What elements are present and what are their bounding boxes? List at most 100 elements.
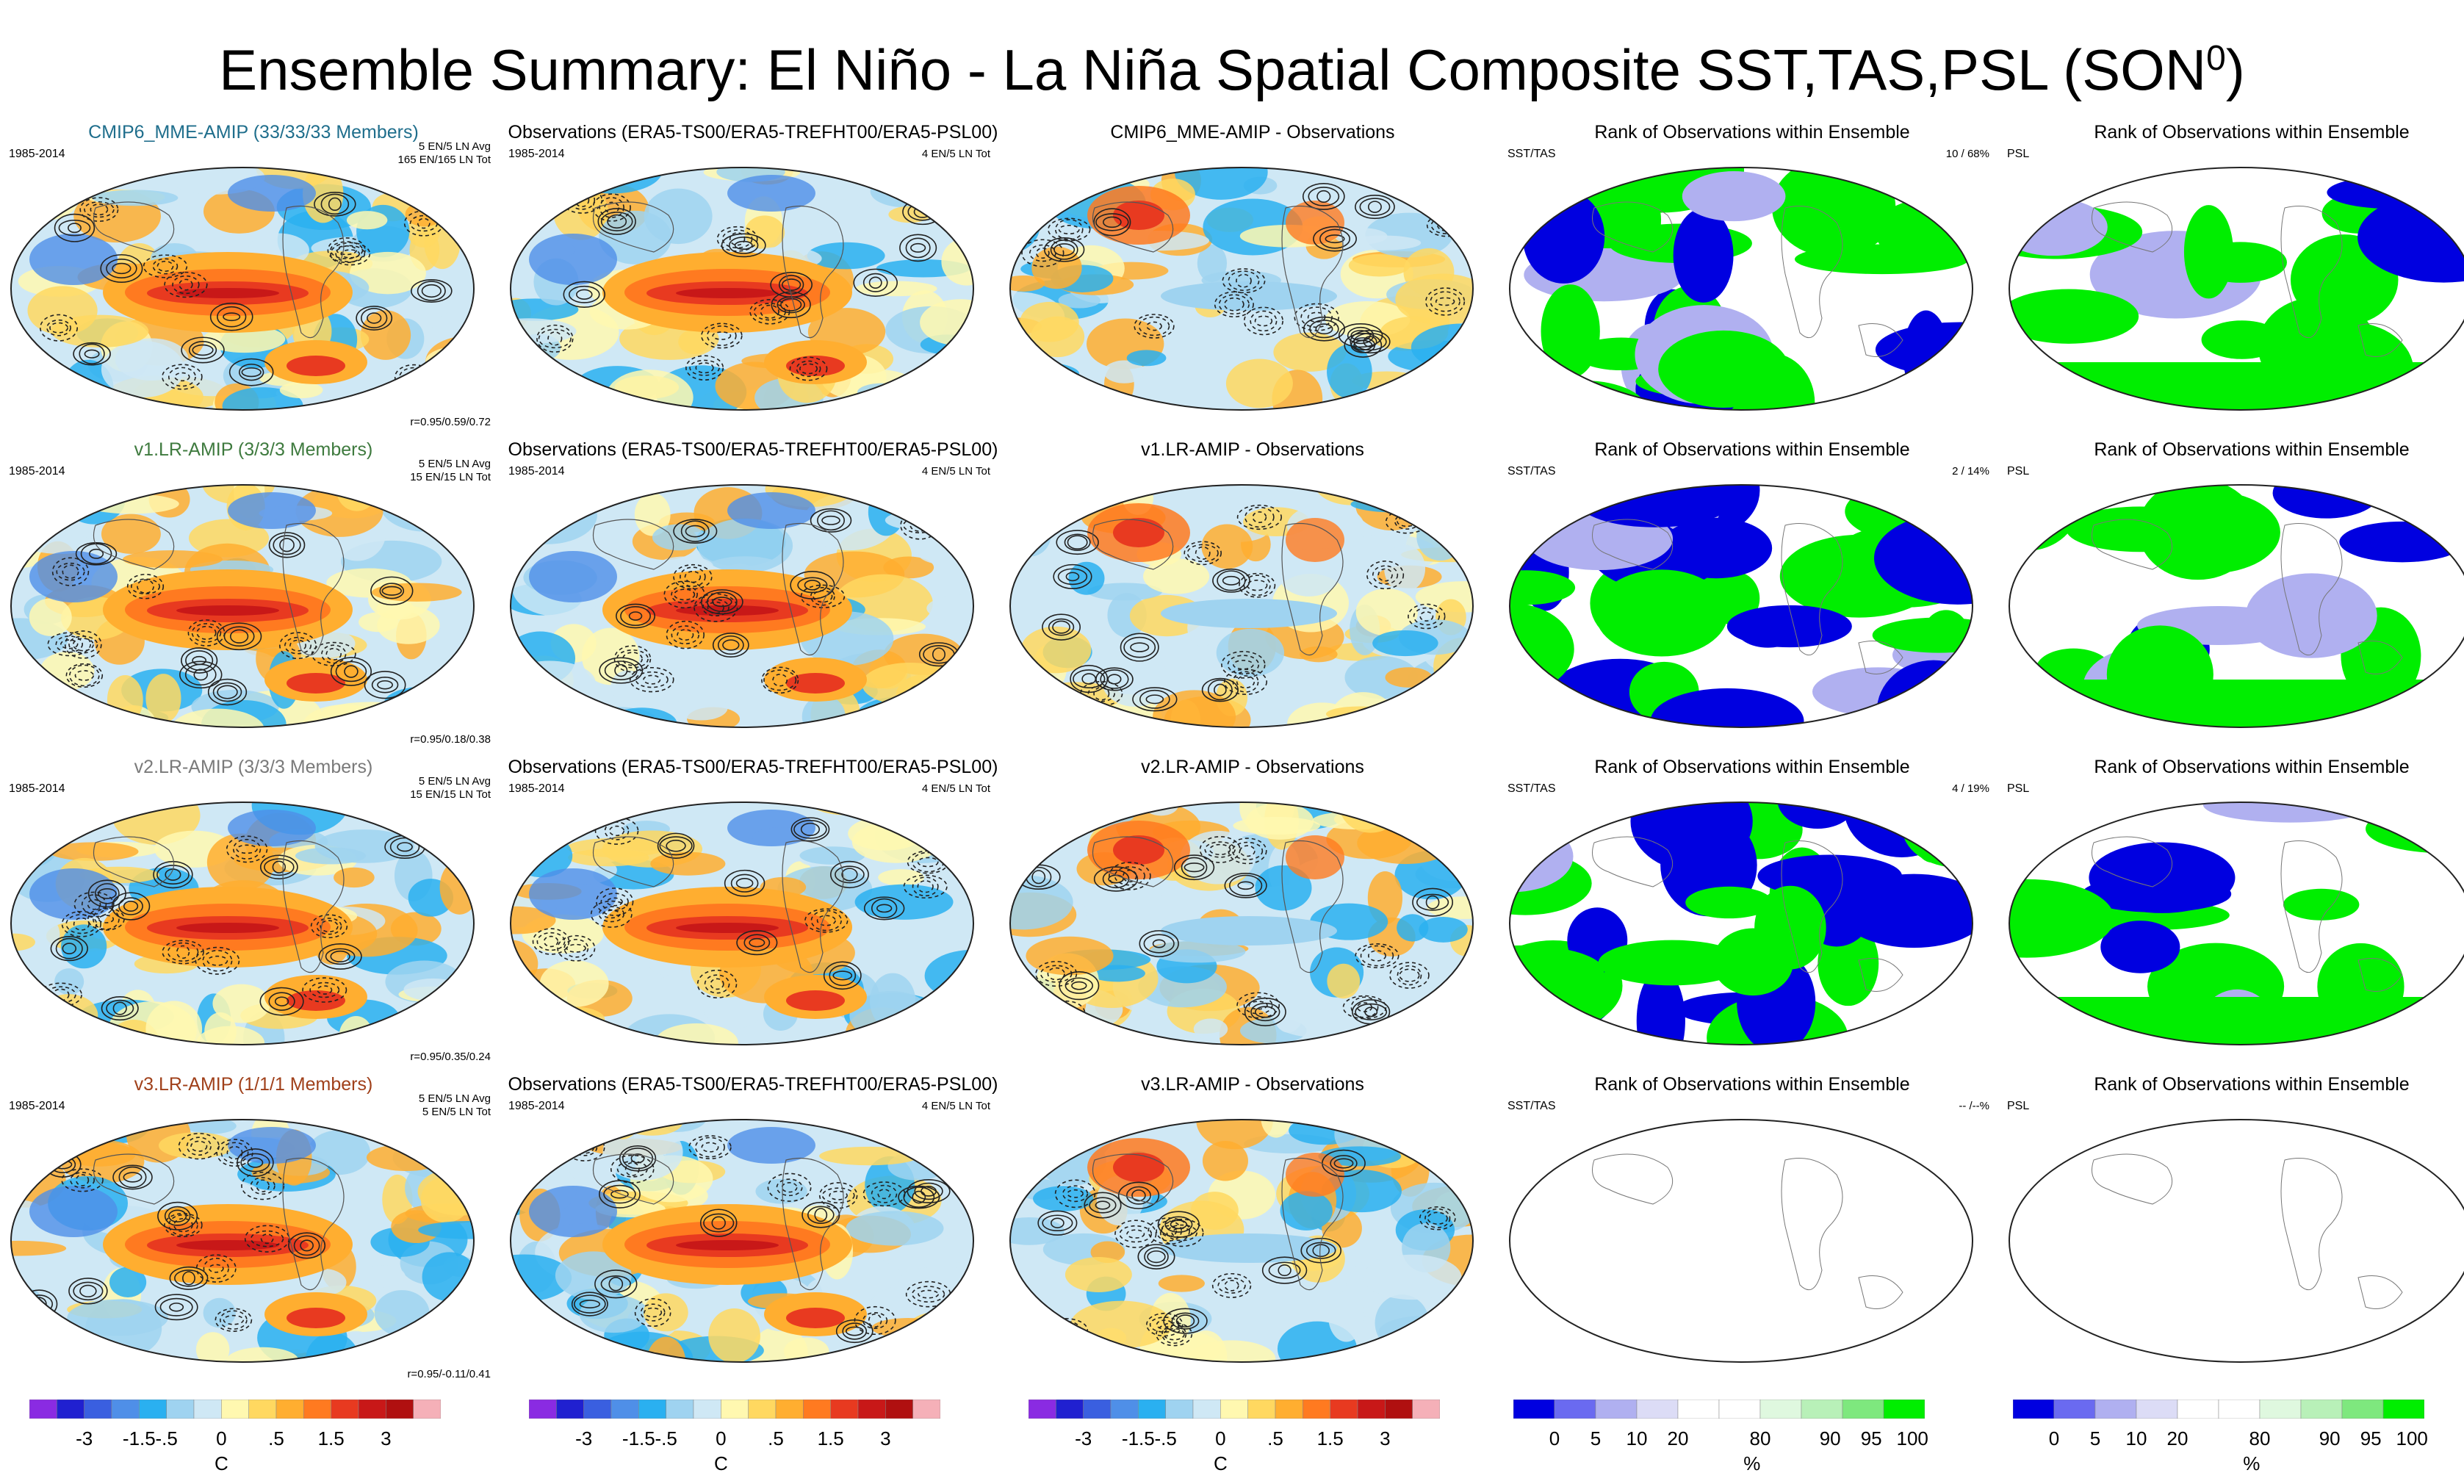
colorbar-swatch: [303, 1400, 331, 1419]
colorbar-swatch: [1385, 1400, 1413, 1419]
colorbar-swatch: [2013, 1400, 2055, 1419]
composite-map: [1009, 167, 1474, 411]
years-label: 1985-2014: [508, 1100, 565, 1112]
composite-map: [10, 167, 475, 411]
colorbar-swatch: [111, 1400, 140, 1419]
panel-model-row4: v3.LR-AMIP (1/1/1 Members) 1985-2014 5 EN/…: [0, 1073, 507, 1389]
variable-label: SST/TAS: [1507, 465, 1556, 478]
total-label: 165 EN/165 LN Tot: [397, 154, 491, 166]
colorbar-swatch: [1412, 1400, 1440, 1419]
colorbar-tick-label: 10: [1626, 1427, 1648, 1449]
panel-rank2-row4: Rank of Observations within EnsemblePSL-…: [1998, 1073, 2464, 1389]
panel-title: v3.LR-AMIP - Observations: [1141, 1074, 1364, 1095]
colorbar-swatch: [1083, 1400, 1112, 1419]
total-label: 5 EN/5 LN Tot: [422, 1106, 491, 1118]
colorbar-swatch: [57, 1400, 84, 1419]
colorbar-tick-label: 0: [716, 1427, 727, 1449]
colorbar-tick-label: 20: [1667, 1427, 1689, 1449]
colorbar-tick-label: 95: [2360, 1427, 2382, 1449]
colorbar-tick-label: 0: [1549, 1427, 1560, 1449]
temp-colorbar-3: -3 -1.5 -.5 0 .5 1.5 3 C: [1029, 1400, 1447, 1480]
colorbar-tick-label: 0: [216, 1427, 227, 1449]
panel-rank2-row2: Rank of Observations within EnsemblePSL8…: [1998, 439, 2464, 754]
panel-rank2-row1: Rank of Observations within EnsemblePSL6…: [1998, 121, 2464, 437]
colorbar-swatch: [29, 1400, 57, 1419]
colorbar-swatch: [830, 1400, 859, 1419]
colorbar-tick-label: 100: [2396, 1427, 2428, 1449]
colorbar-swatch: [1110, 1400, 1139, 1419]
colorbar-swatch: [748, 1400, 777, 1419]
colorbar-swatch: [583, 1400, 612, 1419]
colorbar-swatch: [2300, 1400, 2343, 1419]
colorbar-swatch: [1275, 1400, 1303, 1419]
colorbar-swatch: [638, 1400, 666, 1419]
total-label: 4 EN/5 LN Tot: [921, 782, 990, 795]
panel-title: v2.LR-AMIP (3/3/3 Members): [134, 757, 373, 777]
colorbar-tick-label: 1.5: [317, 1427, 345, 1449]
rank-map: [2009, 167, 2464, 411]
panel-title: v1.LR-AMIP - Observations: [1141, 439, 1364, 460]
panel-model-row2: v1.LR-AMIP (3/3/3 Members) 1985-2014 5 EN/…: [0, 439, 507, 754]
colorbar-tick-label: 0: [2048, 1427, 2060, 1449]
rank-value: 10 / 68%: [1945, 148, 1989, 160]
colorbar-swatch: [248, 1400, 277, 1419]
panel-title: Rank of Observations within Ensemble: [2094, 122, 2410, 143]
panel-obs-row2: Observations (ERA5-TS00/ERA5-TREFHT00/ER…: [500, 439, 1006, 754]
rank-map: [1509, 484, 1973, 728]
panel-diff-row2: v1.LR-AMIP - Observations: [999, 439, 1506, 754]
rank-value: -- /--%: [1959, 1100, 1989, 1112]
colorbar-swatch: [1357, 1400, 1386, 1419]
colorbar-swatch: [84, 1400, 112, 1419]
colorbar-swatch: [1192, 1400, 1221, 1419]
rank-map: [1509, 167, 1973, 411]
colorbar-tick-label: -3: [1075, 1427, 1092, 1449]
colorbar-swatch: [912, 1400, 940, 1419]
years-label: 1985-2014: [9, 148, 65, 160]
colorbar-swatch: [413, 1400, 441, 1419]
colorbar-tick-label: 0: [1215, 1427, 1226, 1449]
colorbar-swatch: [1595, 1400, 1638, 1419]
panel-rank1-row3: Rank of Observations within Ensemble SST/…: [1499, 756, 2006, 1072]
panel-rank1-row4: Rank of Observations within Ensemble SST/…: [1499, 1073, 2006, 1389]
panel-obs-row4: Observations (ERA5-TS00/ERA5-TREFHT00/ER…: [500, 1073, 1006, 1389]
colorbar-tick-label: -1.5: [622, 1427, 655, 1449]
colorbar-unit: C: [713, 1452, 728, 1474]
panel-diff-row1: CMIP6_MME-AMIP - Observations: [999, 121, 1506, 437]
colorbar-swatch: [1330, 1400, 1358, 1419]
colorbar-swatch: [1513, 1400, 1555, 1419]
colorbar-swatch: [1883, 1400, 1925, 1419]
years-label: 1985-2014: [508, 148, 565, 160]
panel-diff-row3: v2.LR-AMIP - Observations: [999, 756, 1506, 1072]
colorbar-swatch: [386, 1400, 414, 1419]
colorbar-tick-label: -.5: [1154, 1427, 1177, 1449]
colorbar-swatch: [1636, 1400, 1679, 1419]
panel-title: Rank of Observations within Ensemble: [1594, 1074, 1910, 1095]
colorbar-swatch: [2136, 1400, 2178, 1419]
colorbar-swatch: [1138, 1400, 1166, 1419]
avg-label: 5 EN/5 LN Avg: [418, 458, 491, 470]
colorbar-tick-label: 90: [1819, 1427, 1841, 1449]
composite-map: [510, 484, 974, 728]
colorbar-swatch: [221, 1400, 249, 1419]
colorbar-swatch: [1801, 1400, 1843, 1419]
colorbar-swatch: [803, 1400, 831, 1419]
colorbar-swatch: [1718, 1400, 1761, 1419]
total-label: 4 EN/5 LN Tot: [921, 465, 990, 478]
colorbar-tick-label: 3: [880, 1427, 891, 1449]
composite-map: [510, 802, 974, 1045]
panel-title: Rank of Observations within Ensemble: [1594, 439, 1910, 460]
composite-map: [10, 802, 475, 1045]
colorbar-tick-label: 5: [2089, 1427, 2101, 1449]
figure-title: Ensemble Summary: El Niño - La Niña Spat…: [219, 37, 2245, 102]
panel-title: v3.LR-AMIP (1/1/1 Members): [134, 1074, 373, 1095]
panel-rank1-row2: Rank of Observations within Ensemble SST/…: [1499, 439, 2006, 754]
colorbar-tick-label: -1.5: [122, 1427, 156, 1449]
colorbar-tick-label: .5: [1267, 1427, 1283, 1449]
avg-label: 5 EN/5 LN Avg: [418, 775, 491, 788]
years-label: 1985-2014: [9, 1100, 65, 1112]
colorbar-tick-label: .5: [768, 1427, 784, 1449]
correlation-label: r=0.95/0.35/0.24: [410, 1051, 491, 1063]
colorbar-swatch: [2218, 1400, 2261, 1419]
colorbar-swatch: [775, 1400, 804, 1419]
colorbar-tick-label: 3: [381, 1427, 392, 1449]
